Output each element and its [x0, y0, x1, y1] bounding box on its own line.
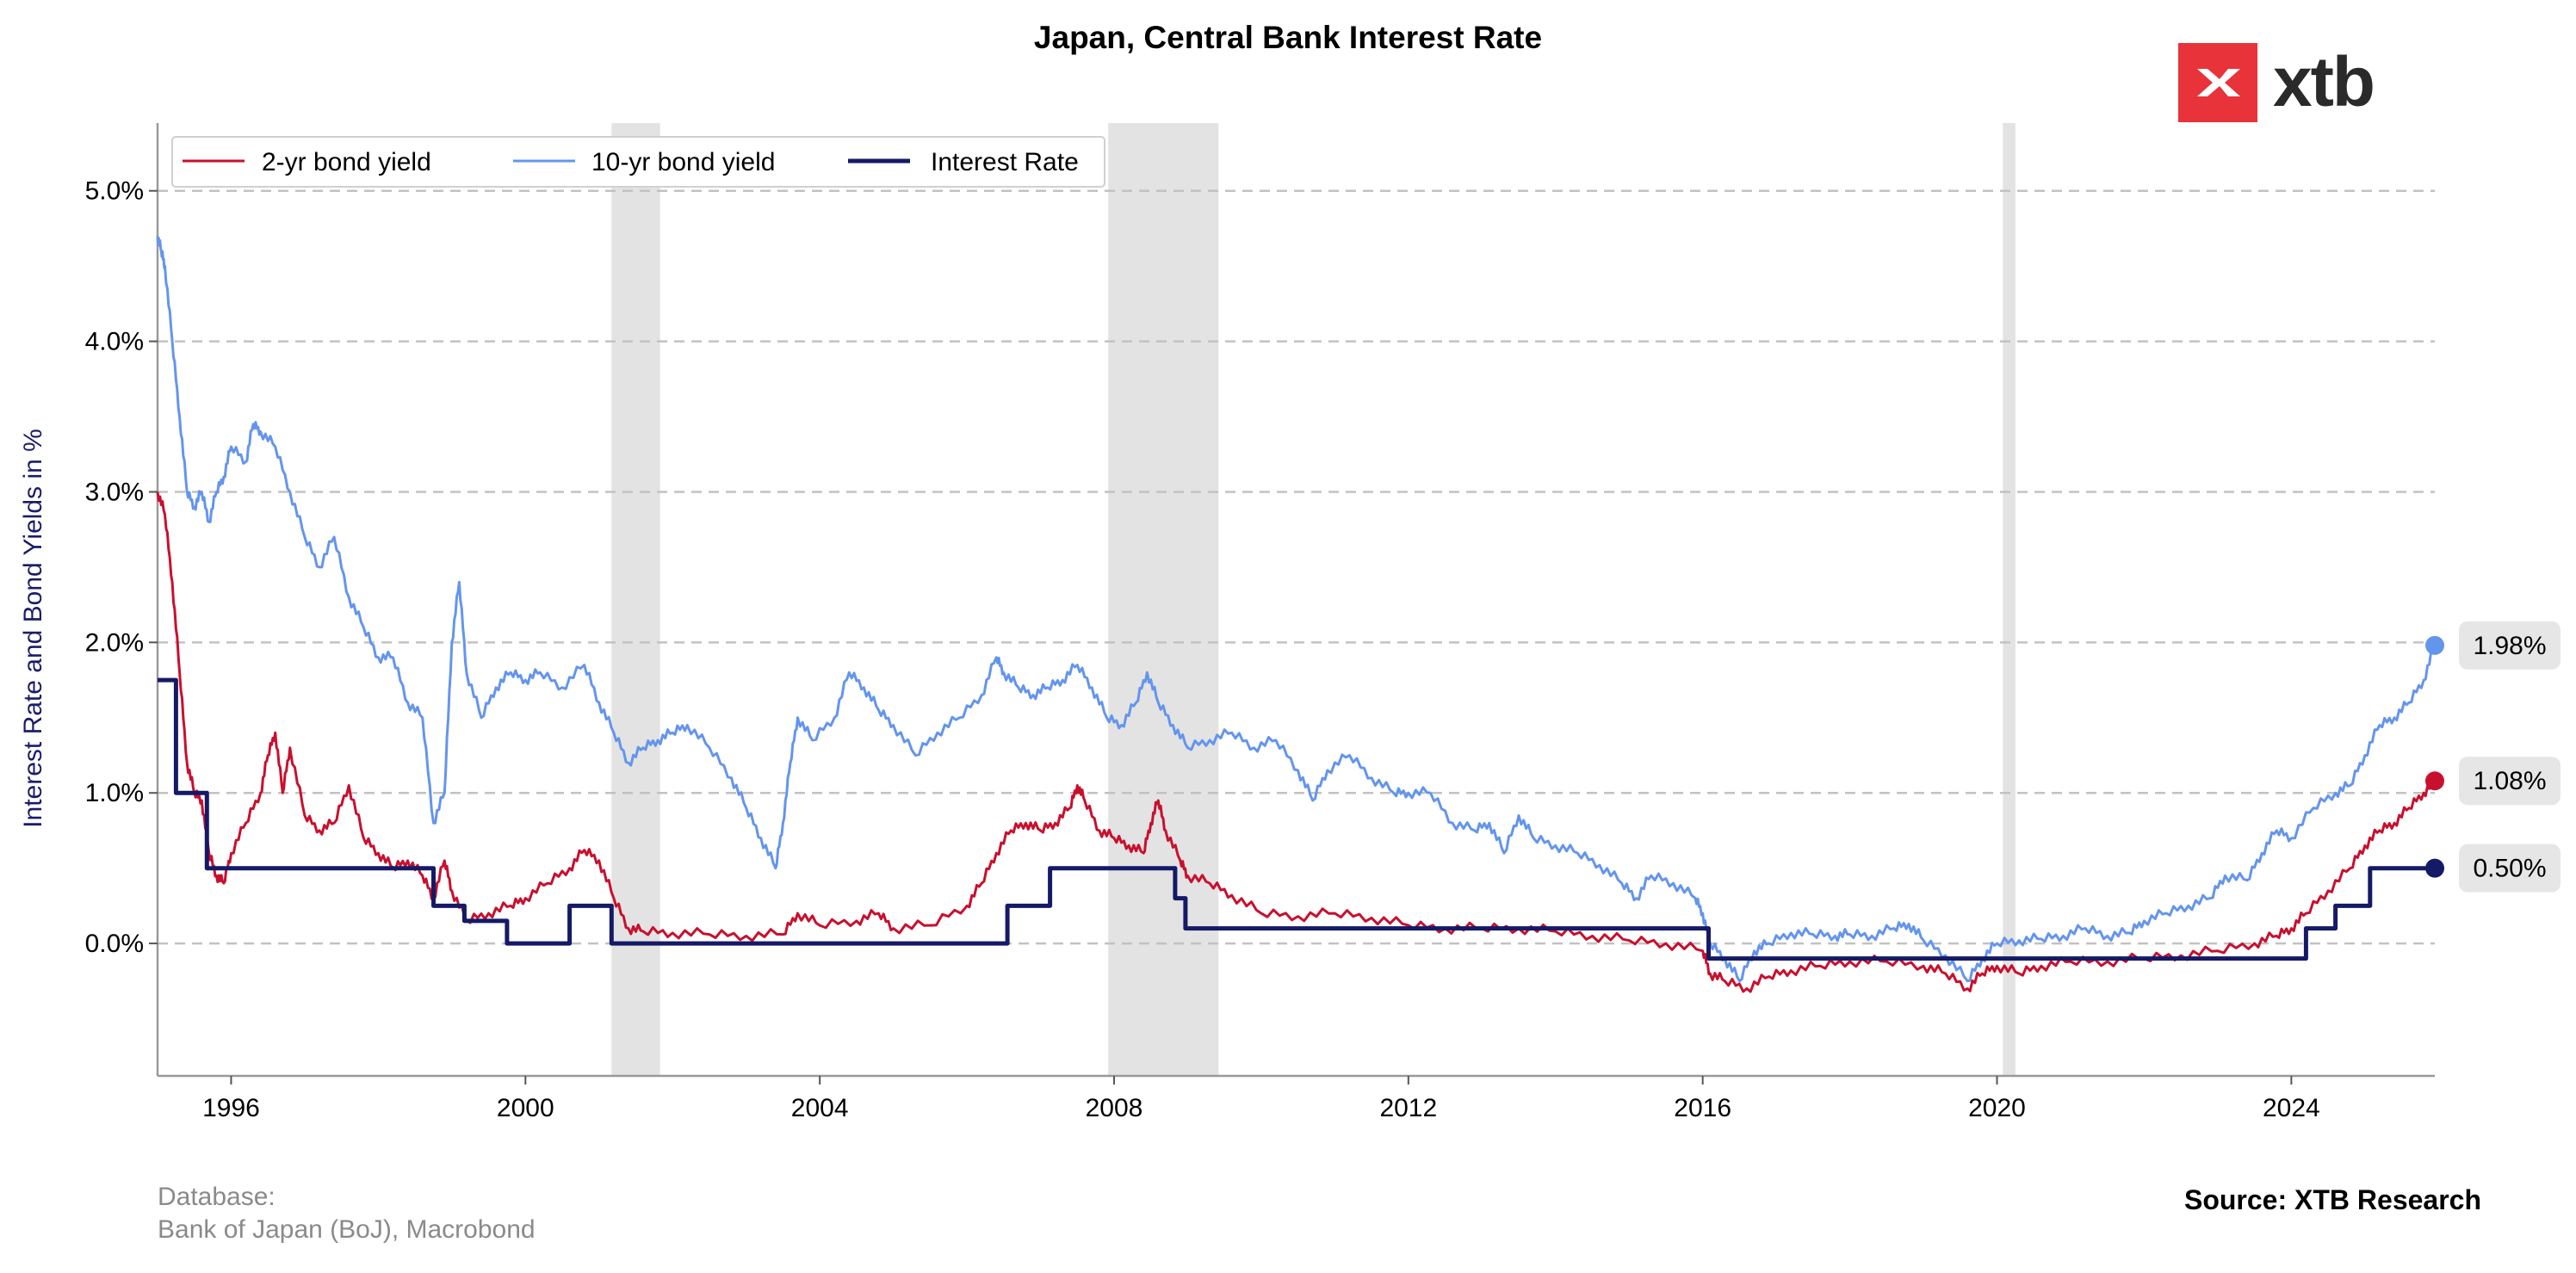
shaded-period-2: [2003, 123, 2016, 1076]
grid-lines: [158, 189, 2435, 945]
x-tick-label: 2024: [2263, 1094, 2320, 1122]
legend-label: Interest Rate: [931, 148, 1079, 176]
x-tick-label: 2016: [1674, 1094, 1731, 1122]
xtb-logo-text: xtb: [2273, 43, 2375, 121]
series-lines: [156, 236, 2437, 993]
y-axis-ticks: 0.0% 1.0% 2.0% 3.0% 4.0% 5.0%: [85, 177, 158, 958]
source-note: Source: XTB Research: [2183, 1184, 2481, 1215]
series-line-2-yr-bond-yield: [156, 491, 2437, 993]
end-label-box-2: [2459, 844, 2561, 893]
end-label-box-1: [2459, 621, 2561, 670]
y-tick-label: 2.0%: [85, 628, 144, 657]
chart-title: Japan, Central Bank Interest Rate: [1034, 20, 1542, 55]
y-axis-label: Interest Rate and Bond Yields in %: [19, 429, 47, 828]
y-tick-label: 3.0%: [85, 478, 144, 506]
y-tick-label: 4.0%: [85, 328, 144, 356]
axes: [156, 123, 2435, 1078]
series-line-interest-rate: [158, 677, 2435, 961]
shaded-period-1: [1108, 123, 1219, 1076]
y-tick-label: 5.0%: [85, 177, 144, 206]
legend-frame: [171, 136, 1105, 188]
end-marker-1: [2425, 635, 2444, 655]
x-tick-label: 2008: [1086, 1094, 1143, 1122]
x-tick-label: 2004: [791, 1094, 849, 1122]
x-tick-label: 2000: [497, 1094, 554, 1122]
legend: 2-yr bond yield 10-yr bond yield Interest …: [171, 136, 1105, 188]
legend-label: 10-yr bond yield: [591, 148, 775, 176]
xtb-logo: xtb: [2178, 43, 2375, 122]
x-axis-ticks: 1996 2000 2004 2008 2012 2016 2020 2024: [202, 1076, 2320, 1122]
series-line-10-yr-bond-yield: [156, 236, 2437, 983]
shaded-period-0: [611, 123, 660, 1076]
end-value-label: 1.98%: [2473, 632, 2546, 660]
end-value-label: 0.50%: [2473, 855, 2546, 883]
end-value-label: 1.08%: [2473, 767, 2546, 795]
x-tick-label: 2012: [1379, 1094, 1437, 1122]
shaded-periods: [611, 123, 2016, 1076]
database-value: Bank of Japan (BoJ), Macrobond: [158, 1215, 536, 1244]
end-marker-2: [2425, 858, 2444, 878]
xtb-logo-mark-icon: [2178, 43, 2257, 122]
end-value-markers: 1.08% 1.98% 0.50%: [2425, 621, 2561, 893]
y-tick-label: 0.0%: [85, 930, 144, 958]
x-tick-label: 2020: [1968, 1094, 2026, 1122]
y-tick-label: 1.0%: [85, 779, 144, 807]
end-marker-0: [2425, 771, 2444, 791]
x-tick-label: 1996: [202, 1094, 260, 1122]
database-note: Database: Bank of Japan (BoJ), Macrobond: [158, 1181, 536, 1246]
legend-label: 2-yr bond yield: [262, 148, 431, 176]
end-label-box-0: [2459, 757, 2561, 806]
database-label: Database:: [158, 1183, 276, 1211]
